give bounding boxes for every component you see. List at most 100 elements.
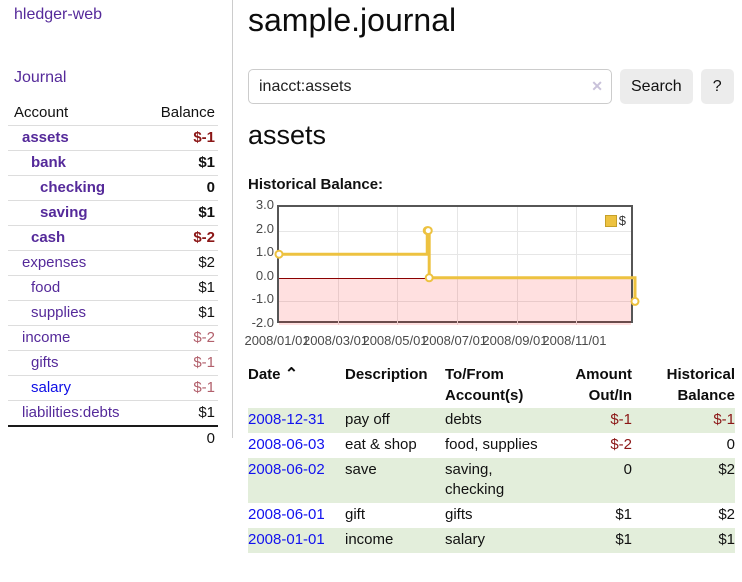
x-axis-tick-label: 2008/09/01 <box>482 333 548 348</box>
account-row: salary $-1 <box>8 375 218 401</box>
account-heading: assets <box>248 120 327 150</box>
transaction-balance: $2 <box>718 506 735 523</box>
account-link[interactable]: liabilities:debts <box>22 404 120 421</box>
account-link[interactable]: gifts <box>31 354 59 371</box>
transaction-amount: $-2 <box>610 436 632 453</box>
plot-area: $ <box>274 205 640 325</box>
accounts-header-row: Account Balance <box>8 101 218 126</box>
account-row: checking 0 <box>8 175 218 201</box>
account-balance: 0 <box>206 179 215 196</box>
transaction-description: income <box>345 531 394 548</box>
transaction-description: save <box>345 461 377 478</box>
x-axis-tick-label: 2008/03/01 <box>302 333 369 348</box>
account-row: liabilities:debts $1 <box>8 400 218 427</box>
account-link[interactable]: saving <box>40 204 88 221</box>
y-axis-tick-label: -2.0 <box>251 315 274 330</box>
register-table: Date ⌃ Description To/From Account(s) Am… <box>248 362 735 553</box>
transaction-date-link[interactable]: 2008-06-02 <box>248 461 325 478</box>
gridline <box>337 207 339 325</box>
register-header-row: Date ⌃ Description To/From Account(s) Am… <box>248 362 735 408</box>
transaction-accounts: saving, checking <box>445 461 505 498</box>
y-axis-tick-label: 3.0 <box>255 197 274 212</box>
transaction-balance: $-1 <box>713 411 735 428</box>
x-axis-tick-label: 2008/01/01 <box>244 333 310 348</box>
search-input[interactable] <box>248 69 612 104</box>
gridline <box>279 254 631 256</box>
transaction-amount: 0 <box>623 461 632 478</box>
accounts-header-balance: Balance <box>160 104 215 121</box>
accounts-total-row: 0 <box>8 426 218 451</box>
legend-swatch <box>604 214 617 227</box>
transaction-row: 2008-06-02 save saving, checking 0 $2 <box>248 458 735 503</box>
accounts-table: Account Balance assets $-1 bank $1 checking 0… <box>8 101 218 451</box>
search-form: ✕ Search ? <box>248 69 734 104</box>
y-axis-tick-label: 0.0 <box>255 267 274 283</box>
gridline <box>456 207 458 325</box>
gridline <box>516 207 518 325</box>
account-row: bank $1 <box>8 150 218 176</box>
chart-legend: $ <box>604 213 626 228</box>
account-balance: $1 <box>198 279 215 296</box>
account-row: supplies $1 <box>8 300 218 326</box>
negative-region <box>279 277 631 325</box>
account-balance: $-2 <box>193 229 215 246</box>
transaction-accounts: salary <box>445 531 486 548</box>
account-balance: $-1 <box>193 354 215 371</box>
register-header-date[interactable]: Date ⌃ <box>248 366 299 383</box>
y-axis-tick-label: 1.0 <box>255 244 274 260</box>
y-axis-tick-label: 2.0 <box>255 220 274 236</box>
transaction-description: pay off <box>345 411 390 428</box>
gridline <box>279 301 631 303</box>
account-link[interactable]: assets <box>22 129 69 146</box>
account-link[interactable]: salary <box>31 379 72 396</box>
account-link[interactable]: checking <box>40 179 106 196</box>
transaction-accounts: food, supplies <box>445 436 538 453</box>
account-balance: $1 <box>198 204 215 221</box>
clear-search-icon[interactable]: ✕ <box>591 78 603 94</box>
balance-chart: 3.0 2.0 1.0 0.0 -1.0 -2.0 $2008/01/01 2008/03/0… <box>244 197 684 350</box>
help-button[interactable]: ? <box>700 69 734 104</box>
account-balance: $-1 <box>193 379 215 396</box>
sidebar-item-journal[interactable]: Journal <box>14 69 67 86</box>
sort-ascending-icon: ⌃ <box>284 366 299 383</box>
page-title: sample.journal <box>248 2 457 38</box>
account-link[interactable]: expenses <box>22 254 87 271</box>
transaction-amount: $1 <box>615 506 632 523</box>
account-link[interactable]: bank <box>31 154 67 171</box>
legend-label: $ <box>618 213 626 228</box>
account-row: saving $1 <box>8 200 218 226</box>
y-axis-tick-label: -1.0 <box>251 291 274 307</box>
data-point-marker <box>423 226 433 236</box>
transaction-date-link[interactable]: 2008-06-01 <box>248 506 325 523</box>
transaction-balance: $2 <box>718 461 735 478</box>
account-row: gifts $-1 <box>8 350 218 376</box>
account-link[interactable]: income <box>22 329 71 346</box>
account-link[interactable]: supplies <box>31 304 87 321</box>
data-point-marker <box>274 249 284 259</box>
transaction-date-link[interactable]: 2008-12-31 <box>248 411 325 428</box>
account-row: food $1 <box>8 275 218 301</box>
transaction-amount: $-1 <box>610 411 632 428</box>
transaction-accounts: gifts <box>445 506 473 523</box>
transaction-date-link[interactable]: 2008-01-01 <box>248 531 325 548</box>
transaction-balance: 0 <box>726 436 735 453</box>
search-button[interactable]: Search <box>620 69 693 104</box>
app-title[interactable]: hledger-web <box>14 6 103 23</box>
chart-title: Historical Balance: <box>248 176 384 193</box>
transaction-row: 2008-01-01 income salary $1 $1 <box>248 528 735 553</box>
account-balance: $2 <box>198 254 215 271</box>
transaction-date-link[interactable]: 2008-06-03 <box>248 436 325 453</box>
gridline <box>279 230 631 232</box>
gridline <box>576 207 578 325</box>
transaction-row: 2008-12-31 pay off debts $-1 $-1 <box>248 408 735 433</box>
transaction-accounts: debts <box>445 411 482 428</box>
transaction-row: 2008-06-03 eat & shop food, supplies $-2 0 <box>248 433 735 458</box>
transaction-amount: $1 <box>615 531 632 548</box>
account-link[interactable]: cash <box>31 229 66 246</box>
account-balance: $-2 <box>193 329 215 346</box>
account-balance: $-1 <box>193 129 215 146</box>
x-axis-tick-label: 2008/07/01 <box>421 333 488 348</box>
account-balance: $1 <box>198 154 215 171</box>
account-link[interactable]: food <box>31 279 61 296</box>
accounts-header-account: Account <box>14 104 69 121</box>
